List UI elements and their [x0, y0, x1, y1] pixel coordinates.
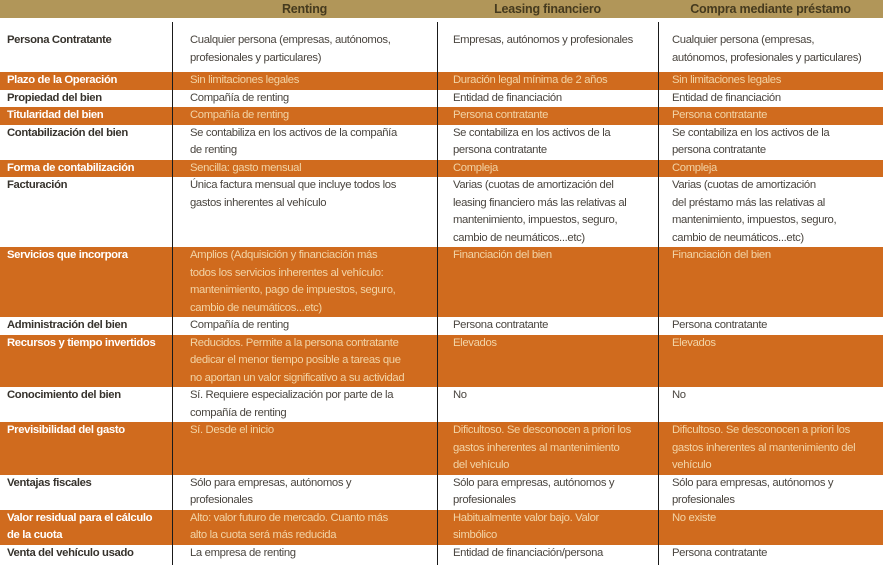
table-row: Persona Contratante Cualquier persona (e…: [0, 22, 883, 72]
cell-renting: Compañía de renting: [172, 89, 437, 107]
cell-renting: Alto: valor futuro de mercado. Cuanto má…: [172, 509, 437, 545]
row-label: Facturación: [7, 179, 68, 191]
cell-renting: Sí. Desde el inicio: [172, 422, 437, 475]
cell-leasing: Dificultoso. Se desconocen a priori los …: [437, 422, 658, 475]
cell-renting: Sí. Requiere especialización por parte d…: [172, 387, 437, 422]
table-header: Renting Leasing financiero Compra median…: [0, 0, 883, 18]
cell-renting: La empresa de renting: [172, 544, 437, 565]
cell-leasing: Compleja: [437, 159, 658, 177]
table-row: Venta del vehículo usado La empresa de r…: [0, 544, 883, 565]
cell-compra: Sólo para empresas, autónomos y profesio…: [658, 474, 883, 510]
cell-leasing: Financiación del bien: [437, 247, 658, 317]
cell-leasing: Sólo para empresas, autónomos y profesio…: [437, 474, 658, 510]
cell-leasing: Varias (cuotas de amortización del leasi…: [437, 177, 658, 247]
row-label: Propiedad del bien: [7, 91, 102, 104]
cell-renting: Sencilla: gasto mensual: [172, 159, 437, 177]
cell-leasing: Entidad de financiación/persona: [437, 544, 658, 565]
table-row: Servicios que incorpora Amplios (Adquisi…: [0, 247, 883, 317]
cell-leasing: Persona contratante: [437, 317, 658, 335]
table-row: Administración del bien Compañía de rent…: [0, 317, 883, 335]
cell-renting: Cualquier persona (empresas, autónomos, …: [172, 22, 437, 72]
row-label: Conocimiento del bien: [7, 389, 121, 401]
row-label: Previsibilidad del gasto: [7, 424, 125, 436]
cell-renting: Se contabiliza en los activos de la comp…: [172, 124, 437, 160]
row-label: Valor residual para el cálculo de la cuo…: [7, 511, 153, 542]
cell-compra: Persona contratante: [658, 107, 883, 125]
cell-leasing: Se contabiliza en los activos de la pers…: [437, 124, 658, 160]
cell-compra: No existe: [658, 509, 883, 545]
cell-leasing: No: [437, 387, 658, 422]
table-row: Conocimiento del bien Sí. Requiere espec…: [0, 387, 883, 422]
cell-compra: Persona contratante: [658, 317, 883, 335]
table-row: Ventajas fiscales Sólo para empresas, au…: [0, 474, 883, 510]
row-label: Recursos y tiempo invertidos: [7, 336, 156, 349]
cell-compra: Dificultoso. Se desconocen a priori los …: [658, 422, 883, 475]
table-row: Propiedad del bien Compañía de renting E…: [0, 89, 883, 107]
cell-renting: Amplios (Adquisición y financiación más …: [172, 247, 437, 317]
cell-renting: Compañía de renting: [172, 317, 437, 335]
row-label: Forma de contabilización: [7, 161, 135, 174]
row-label: Servicios que incorpora: [7, 249, 128, 261]
cell-renting: Reducidos. Permite a la persona contrata…: [172, 334, 437, 387]
cell-compra: No: [658, 387, 883, 422]
cell-renting: Sin limitaciones legales: [172, 72, 437, 90]
table-row: Recursos y tiempo invertidos Reducidos. …: [0, 334, 883, 387]
cell-leasing: Duración legal mínima de 2 años: [437, 72, 658, 90]
row-label: Titularidad del bien: [7, 109, 104, 121]
cell-compra: Persona contratante: [658, 544, 883, 565]
cell-renting: Compañía de renting: [172, 107, 437, 125]
cell-compra: Cualquier persona (empresas, autónomos, …: [658, 22, 883, 72]
cell-leasing: Entidad de financiación: [437, 89, 658, 107]
column-header-compra: Compra mediante préstamo: [690, 2, 851, 16]
table-row: Contabilización del bien Se contabiliza …: [0, 124, 883, 160]
row-label: Contabilización del bien: [7, 126, 128, 139]
row-label: Plazo de la Operación: [7, 74, 118, 86]
cell-compra: Sin limitaciones legales: [658, 72, 883, 90]
cell-leasing: Persona contratante: [437, 107, 658, 125]
cell-renting: Sólo para empresas, autónomos y profesio…: [172, 474, 437, 510]
table-row: Forma de contabilización Sencilla: gasto…: [0, 159, 883, 177]
cell-leasing: Empresas, autónomos y profesionales: [437, 22, 658, 72]
column-header-leasing: Leasing financiero: [494, 2, 601, 16]
table-row: Facturación Única factura mensual que in…: [0, 177, 883, 247]
cell-leasing: Elevados: [437, 334, 658, 387]
row-label: Persona Contratante: [7, 34, 112, 46]
table-row: Plazo de la Operación Sin limitaciones l…: [0, 72, 883, 90]
cell-compra: Se contabiliza en los activos de la pers…: [658, 124, 883, 160]
cell-leasing: Habitualmente valor bajo. Valor simbólic…: [437, 509, 658, 545]
cell-renting: Única factura mensual que incluye todos …: [172, 177, 437, 247]
table-row: Titularidad del bien Compañía de renting…: [0, 107, 883, 125]
cell-compra: Financiación del bien: [658, 247, 883, 317]
row-label: Administración del bien: [7, 319, 128, 331]
table-row: Previsibilidad del gasto Sí. Desde el in…: [0, 422, 883, 475]
cell-compra: Compleja: [658, 159, 883, 177]
cell-compra: Elevados: [658, 334, 883, 387]
cell-compra: Entidad de financiación: [658, 89, 883, 107]
table-body: Persona Contratante Cualquier persona (e…: [0, 22, 883, 565]
column-header-renting: Renting: [281, 2, 328, 16]
row-label: Venta del vehículo usado: [7, 546, 134, 559]
cell-compra: Varias (cuotas de amortización del prést…: [658, 177, 883, 247]
row-label: Ventajas fiscales: [7, 476, 92, 489]
table-row: Valor residual para el cálculo de la cuo…: [0, 509, 883, 545]
